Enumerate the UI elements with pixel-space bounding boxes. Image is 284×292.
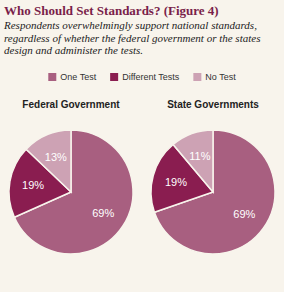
figure: Who Should Set Standards? (Figure 4) Res…	[0, 0, 284, 292]
legend-item: One Test	[48, 72, 96, 82]
legend-label: No Test	[205, 72, 236, 82]
header: Who Should Set Standards? (Figure 4) Res…	[4, 3, 280, 57]
subtitle: Respondents overwhelmingly support natio…	[4, 19, 280, 57]
legend-label: Different Tests	[122, 72, 180, 82]
data-label: 19%	[165, 176, 187, 188]
legend-swatch	[48, 73, 56, 81]
title: Who Should Set Standards? (Figure 4)	[4, 3, 280, 18]
data-label: 19%	[22, 179, 44, 191]
legend-swatch	[110, 73, 118, 81]
pie-title: State Governments	[167, 99, 259, 110]
data-label: 69%	[233, 208, 255, 220]
pie-title: Federal Government	[22, 99, 120, 110]
legend-item: No Test	[193, 72, 236, 82]
legend-label: One Test	[60, 72, 96, 82]
data-label: 13%	[45, 151, 67, 163]
legend-item: Different Tests	[110, 72, 180, 82]
pie: Federal Government	[9, 99, 133, 254]
pie: State Governments	[151, 99, 275, 254]
legend-swatch	[193, 73, 201, 81]
data-label: 69%	[92, 207, 114, 219]
chart-area: One Test Different Tests No Test Federal Go…	[0, 0, 284, 292]
data-label: 11%	[189, 150, 210, 162]
legend: One Test Different Tests No Test	[48, 72, 236, 82]
